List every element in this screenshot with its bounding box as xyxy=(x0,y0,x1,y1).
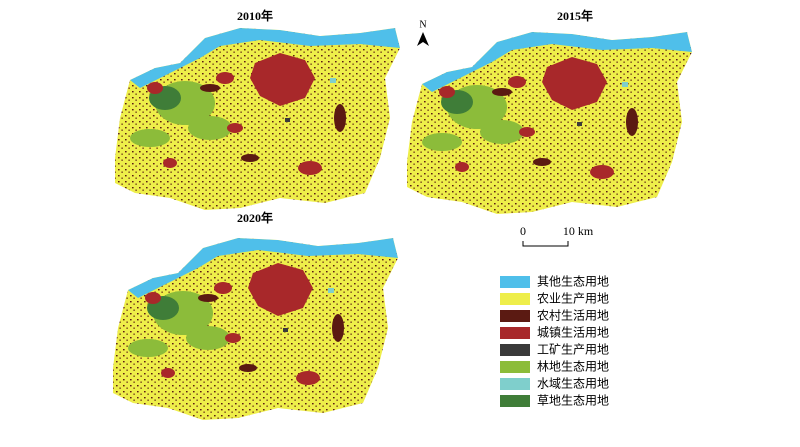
map-title: 2010年 xyxy=(237,8,273,23)
legend-swatch xyxy=(500,361,530,373)
map-2010 xyxy=(110,18,410,218)
legend-label: 其他生态用地 xyxy=(537,274,609,288)
legend-swatch xyxy=(500,395,530,407)
legend: 其他生态用地农业生产用地农村生活用地城镇生活用地工矿生产用地林地生态用地水域生态… xyxy=(500,274,609,407)
map-2015 xyxy=(402,22,702,222)
map-title: 2020年 xyxy=(237,210,273,225)
map-title: 2015年 xyxy=(557,8,593,23)
legend-swatch xyxy=(500,276,530,288)
scale-bar: 0 10 km xyxy=(520,224,594,247)
legend-label: 城镇生活用地 xyxy=(537,325,609,339)
legend-swatch xyxy=(500,327,530,339)
north-label: N xyxy=(419,19,426,30)
scale-label: 0 xyxy=(520,224,526,238)
legend-swatch xyxy=(500,344,530,356)
legend-label: 农村生活用地 xyxy=(537,308,609,322)
legend-label: 草地生态用地 xyxy=(537,393,609,407)
legend-swatch xyxy=(500,310,530,322)
legend-swatch xyxy=(500,293,530,305)
legend-label: 林地生态用地 xyxy=(537,359,609,373)
legend-label: 工矿生产用地 xyxy=(537,342,609,356)
scale-label: 10 km xyxy=(563,224,594,238)
legend-label: 农业生产用地 xyxy=(537,291,609,305)
arrow xyxy=(417,32,429,46)
scale-line xyxy=(522,241,569,247)
map-2020 xyxy=(108,228,408,428)
legend-swatch xyxy=(500,378,530,390)
north-arrow: N xyxy=(417,19,429,46)
legend-label: 水域生态用地 xyxy=(537,376,609,390)
